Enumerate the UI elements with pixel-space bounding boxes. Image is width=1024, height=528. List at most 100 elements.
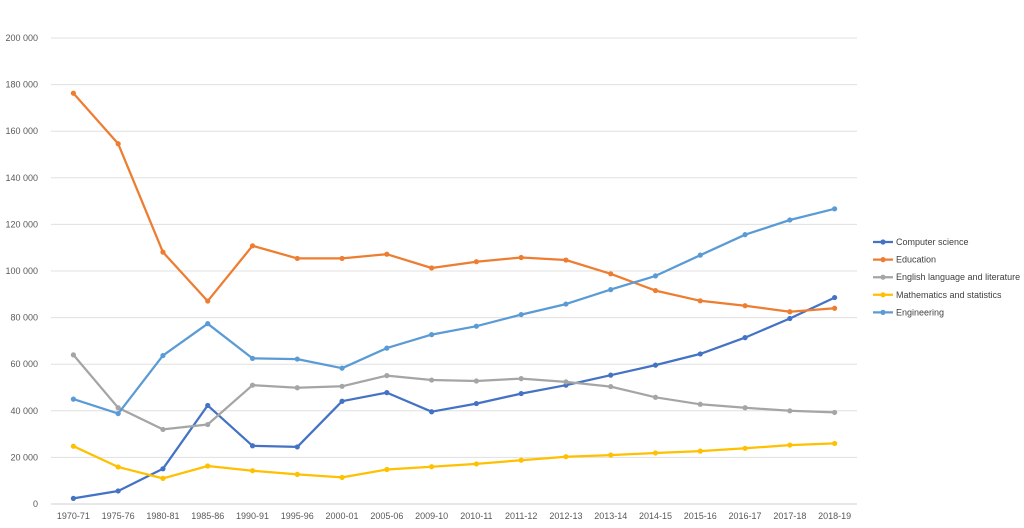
data-point xyxy=(518,254,524,261)
data-point xyxy=(115,464,121,470)
series-english-language-and-literature xyxy=(70,352,838,433)
data-point xyxy=(339,383,345,389)
series-education xyxy=(70,90,838,315)
data-point xyxy=(473,461,479,467)
legend-swatch-marker xyxy=(880,257,886,263)
legend: Computer science Education English languag… xyxy=(873,237,1020,317)
x-tick-label: 2013-14 xyxy=(594,511,627,521)
data-point xyxy=(518,311,524,318)
data-point xyxy=(294,356,300,362)
legend-label: Computer science xyxy=(896,237,969,247)
legend-item: Mathematics and statistics xyxy=(873,290,1002,300)
legend-item: Engineering xyxy=(873,307,944,317)
data-point xyxy=(384,251,390,257)
data-point xyxy=(608,452,614,458)
data-point xyxy=(473,259,479,265)
y-tick-label: 60 000 xyxy=(10,359,38,369)
legend-item: English language and literature xyxy=(873,272,1020,282)
y-tick-label: 80 000 xyxy=(10,313,38,323)
data-point xyxy=(787,309,793,315)
data-point xyxy=(473,323,479,329)
data-point xyxy=(160,249,166,255)
data-point xyxy=(160,466,166,472)
data-point xyxy=(249,243,256,249)
data-point xyxy=(205,402,211,409)
data-point xyxy=(205,298,211,304)
data-point xyxy=(473,378,479,384)
y-tick-label: 120 000 xyxy=(5,219,38,229)
data-point xyxy=(473,400,479,407)
x-tick-label: 1975-76 xyxy=(102,511,135,521)
y-tick-label: 20 000 xyxy=(10,452,38,462)
data-point xyxy=(70,495,76,502)
data-point xyxy=(652,287,659,294)
y-tick-label: 200 000 xyxy=(5,33,38,43)
data-point xyxy=(205,421,211,428)
x-tick-label: 1985-86 xyxy=(191,511,224,521)
data-point xyxy=(832,206,838,212)
data-point xyxy=(115,488,121,494)
data-point xyxy=(787,442,793,448)
legend-swatch-marker xyxy=(880,292,886,298)
series-computer-science xyxy=(70,294,838,502)
y-tick-label: 140 000 xyxy=(5,173,38,183)
legend-label: Engineering xyxy=(896,307,944,317)
x-tick-label: 2000-01 xyxy=(326,511,359,521)
y-tick-label: 40 000 xyxy=(10,406,38,416)
data-point xyxy=(249,355,256,361)
data-point xyxy=(652,450,659,456)
data-point xyxy=(115,410,121,417)
data-point xyxy=(787,408,793,414)
data-point xyxy=(652,362,659,368)
x-tick-label: 1980-81 xyxy=(146,511,179,521)
x-tick-label: 2005-06 xyxy=(370,511,403,521)
data-point xyxy=(608,383,614,390)
data-point xyxy=(70,90,76,96)
legend-label: Education xyxy=(896,255,936,265)
y-tick-label: 160 000 xyxy=(5,126,38,136)
data-point xyxy=(294,385,300,391)
data-point xyxy=(697,298,703,304)
series-line xyxy=(72,442,836,480)
data-point xyxy=(339,474,345,481)
x-tick-label: 1970-71 xyxy=(57,511,90,521)
series-mathematics-and-statistics xyxy=(70,440,838,481)
x-tick-label: 2018-19 xyxy=(818,511,851,521)
data-point xyxy=(832,294,838,301)
data-point xyxy=(160,352,166,359)
data-point xyxy=(697,351,703,357)
data-point xyxy=(787,315,793,322)
data-point xyxy=(339,398,345,404)
x-tick-label: 2012-13 xyxy=(549,511,582,521)
data-point xyxy=(742,232,748,238)
series-lines xyxy=(70,90,838,502)
legend-swatch-marker xyxy=(880,309,886,315)
data-point xyxy=(563,301,569,307)
data-point xyxy=(294,255,300,262)
data-point xyxy=(294,471,300,478)
data-point xyxy=(115,141,121,147)
series-line xyxy=(72,353,836,431)
x-tick-label: 2016-17 xyxy=(729,511,762,521)
data-point xyxy=(160,426,166,433)
data-point xyxy=(160,475,166,481)
x-tick-label: 1990-91 xyxy=(236,511,269,521)
y-axis-tick-labels: 0 20 000 40 000 60 000 80 000 100 000 120 000 1… xyxy=(5,33,38,509)
data-point xyxy=(697,401,703,407)
x-tick-label: 2014-15 xyxy=(639,511,672,521)
legend-item: Computer science xyxy=(873,237,969,247)
series-line xyxy=(72,207,836,415)
data-point xyxy=(697,252,703,258)
data-point xyxy=(294,444,300,450)
data-point xyxy=(115,405,121,411)
legend-item: Education xyxy=(873,255,936,265)
legend-label: Mathematics and statistics xyxy=(896,290,1002,300)
data-point xyxy=(563,379,569,385)
data-point xyxy=(832,440,838,447)
data-point xyxy=(429,265,435,271)
data-point xyxy=(249,468,256,474)
data-point xyxy=(608,372,614,378)
data-point xyxy=(70,352,76,358)
